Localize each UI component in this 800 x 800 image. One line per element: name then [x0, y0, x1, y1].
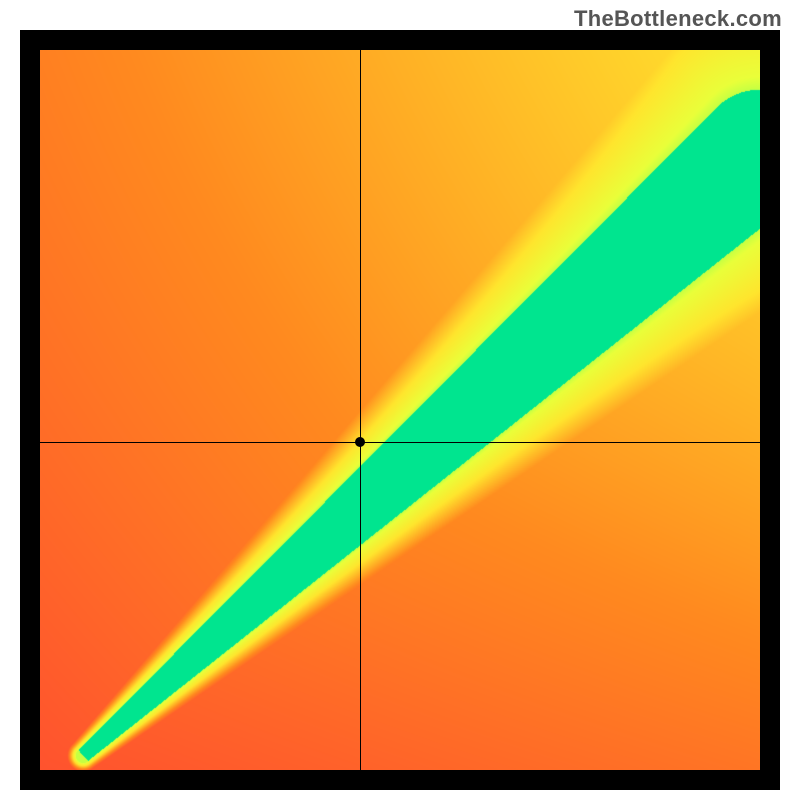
watermark-text: TheBottleneck.com — [574, 6, 782, 32]
heatmap-canvas — [40, 50, 760, 770]
crosshair-vertical — [360, 50, 361, 770]
plot-frame — [20, 30, 780, 790]
crosshair-horizontal — [40, 442, 760, 443]
chart-container: TheBottleneck.com — [0, 0, 800, 800]
